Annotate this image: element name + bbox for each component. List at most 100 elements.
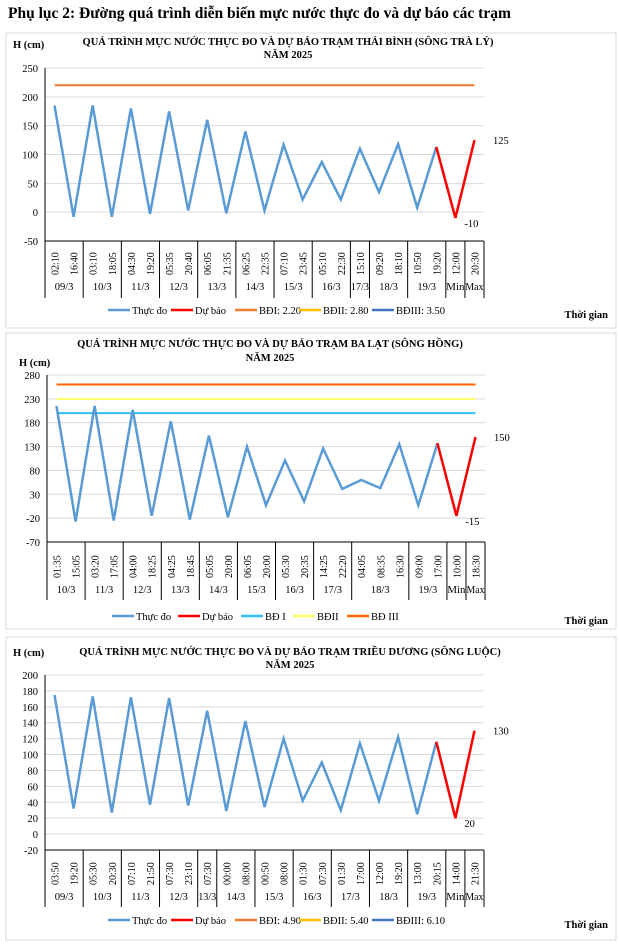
x-tick-label: 16:30 — [395, 555, 406, 578]
chart-title: QUÁ TRÌNH MỰC NƯỚC THỰC ĐO VÀ DỰ BÁO TRẠ… — [83, 35, 494, 48]
x-tick-label: 17:00 — [356, 862, 367, 885]
x-group-label: 13/3 — [198, 892, 216, 903]
y-tick-label: 200 — [22, 671, 38, 682]
x-group-label: 11/3 — [131, 282, 149, 293]
x-tick-label: 23:10 — [184, 862, 195, 885]
y-tick-label: -50 — [24, 237, 38, 248]
y-tick-label: 130 — [24, 443, 40, 454]
legend-label: BĐ I — [265, 612, 286, 623]
legend-label: BĐIII: 6.10 — [396, 916, 445, 927]
x-tick-label: 22:35 — [261, 252, 272, 275]
x-group-label: Min — [446, 282, 465, 293]
x-tick-label: 02:10 — [51, 252, 62, 275]
max-data-label: 150 — [494, 433, 510, 444]
x-tick-label: 21:50 — [146, 862, 157, 885]
x-tick-label: 17:05 — [110, 555, 121, 578]
x-tick-label: 04:25 — [167, 555, 178, 578]
x-group-label: 15/3 — [247, 585, 266, 596]
x-tick-label: 05:35 — [165, 252, 176, 275]
x-group-label: 17/3 — [351, 282, 369, 293]
chart-title: NĂM 2025 — [264, 49, 313, 61]
observed-series-line — [55, 405, 439, 522]
x-tick-label: 03:20 — [91, 555, 102, 578]
x-tick-label: 19:20 — [70, 862, 81, 885]
x-group-label: 11/3 — [131, 892, 149, 903]
x-tick-label: 01:35 — [53, 555, 64, 578]
x-group-label: 14/3 — [246, 282, 265, 293]
min-data-label: -15 — [465, 517, 479, 528]
x-tick-label: 09:20 — [375, 252, 386, 275]
chart-title: QUÁ TRÌNH MỰC NƯỚC THỰC ĐO VÀ DỰ BÁO TRẠ… — [77, 337, 463, 350]
x-tick-label: 18:25 — [148, 555, 159, 578]
x-tick-label: 19:20 — [432, 252, 443, 275]
x-tick-label: 18:10 — [394, 252, 405, 275]
max-data-label: 130 — [493, 727, 509, 738]
y-tick-label: 280 — [24, 371, 40, 382]
x-tick-label: 16:40 — [70, 252, 81, 275]
x-group-label: 11/3 — [95, 585, 113, 596]
x-group-label: Max — [465, 282, 484, 293]
x-group-label: 12/3 — [169, 282, 188, 293]
y-tick-label: 230 — [24, 395, 40, 406]
x-tick-label: 20:30 — [108, 862, 119, 885]
x-tick-label: 10:50 — [413, 252, 424, 275]
y-tick-label: -20 — [24, 846, 38, 857]
y-tick-label: -70 — [26, 538, 40, 549]
y-tick-label: 20 — [28, 814, 39, 825]
x-group-label: 16/3 — [303, 892, 322, 903]
x-tick-label: 07:10 — [127, 862, 138, 885]
y-tick-label: 60 — [28, 782, 39, 793]
x-group-label: 15/3 — [265, 892, 284, 903]
y-tick-label: 0 — [33, 208, 38, 219]
x-tick-label: 18:05 — [108, 252, 119, 275]
x-tick-label: 17:00 — [433, 555, 444, 578]
y-axis-label: H (cm) — [13, 648, 45, 659]
y-tick-label: 200 — [22, 93, 38, 104]
x-tick-label: 22:30 — [337, 252, 348, 275]
x-tick-label: 12:00 — [375, 862, 386, 885]
legend-label: BĐIII: 3.50 — [396, 306, 445, 317]
y-tick-label: 100 — [22, 751, 38, 762]
y-tick-label: 30 — [30, 490, 41, 501]
chart-2: QUÁ TRÌNH MỰC NƯỚC THỰC ĐO VÀ DỰ BÁO TRẠ… — [5, 332, 617, 630]
x-tick-label: 06:05 — [203, 252, 214, 275]
x-group-label: 14/3 — [209, 585, 228, 596]
x-group-label: 13/3 — [207, 282, 226, 293]
x-tick-label: 20:00 — [262, 555, 273, 578]
legend-label: BĐ III — [371, 612, 399, 623]
legend-label: BĐII: 2.80 — [323, 306, 369, 317]
x-tick-label: 01:30 — [299, 862, 310, 885]
x-tick-label: 20:00 — [224, 555, 235, 578]
x-group-label: Min — [447, 585, 466, 596]
x-group-label: 16/3 — [322, 282, 341, 293]
x-group-label: 12/3 — [133, 585, 152, 596]
x-tick-label: 04:30 — [127, 252, 138, 275]
x-group-label: 18/3 — [379, 282, 398, 293]
x-tick-label: 15:10 — [356, 252, 367, 275]
x-tick-label: 19:20 — [146, 252, 157, 275]
x-tick-label: 03:10 — [89, 252, 100, 275]
x-tick-label: 14:25 — [319, 555, 330, 578]
legend-label: Dự báo — [195, 916, 226, 927]
y-tick-label: 180 — [24, 419, 40, 430]
x-axis-label: Thời gian — [565, 920, 609, 931]
x-tick-label: 21:35 — [222, 252, 233, 275]
x-axis-label: Thời gian — [565, 310, 609, 321]
chart-title: NĂM 2025 — [246, 352, 295, 364]
y-tick-label: 120 — [22, 735, 38, 746]
x-tick-label: 05:05 — [205, 555, 216, 578]
legend-label: Thực đo — [132, 916, 167, 927]
chart-3: QUÁ TRÌNH MỰC NƯỚC THỰC ĐO VÀ DỰ BÁO TRẠ… — [5, 636, 617, 941]
x-tick-label: 06:25 — [241, 252, 252, 275]
min-data-label: -10 — [464, 219, 478, 230]
x-tick-label: 03:50 — [51, 862, 62, 885]
y-tick-label: 100 — [22, 151, 38, 162]
x-tick-label: 12:00 — [451, 252, 462, 275]
chart-title: NĂM 2025 — [266, 659, 315, 671]
x-tick-label: 06:05 — [243, 555, 254, 578]
x-tick-label: 20:30 — [470, 252, 481, 275]
x-group-label: 09/3 — [55, 282, 74, 293]
x-tick-label: 08:00 — [280, 862, 291, 885]
x-group-label: 10/3 — [57, 585, 76, 596]
